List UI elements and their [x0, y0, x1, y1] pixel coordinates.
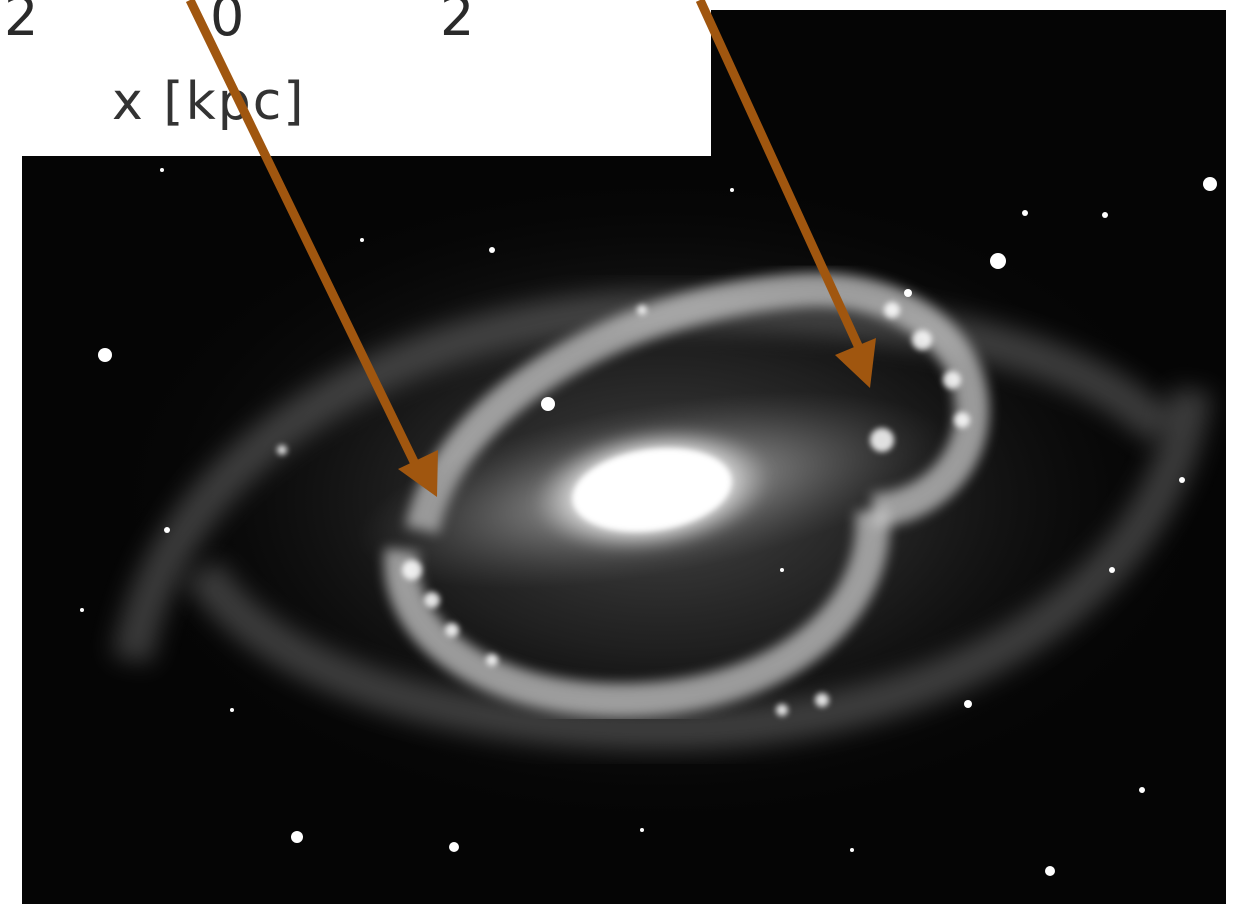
x-tick-label: 2 [440, 0, 475, 48]
inset-plot-axis-panel: 2 0 2 x [kpc] [0, 0, 711, 156]
x-tick-label: 0 [210, 0, 245, 48]
x-tick-label: 2 [4, 0, 39, 48]
x-axis-label: x [kpc] [112, 72, 306, 132]
galaxy-photo [22, 10, 1226, 904]
galaxy-image [80, 168, 1222, 876]
